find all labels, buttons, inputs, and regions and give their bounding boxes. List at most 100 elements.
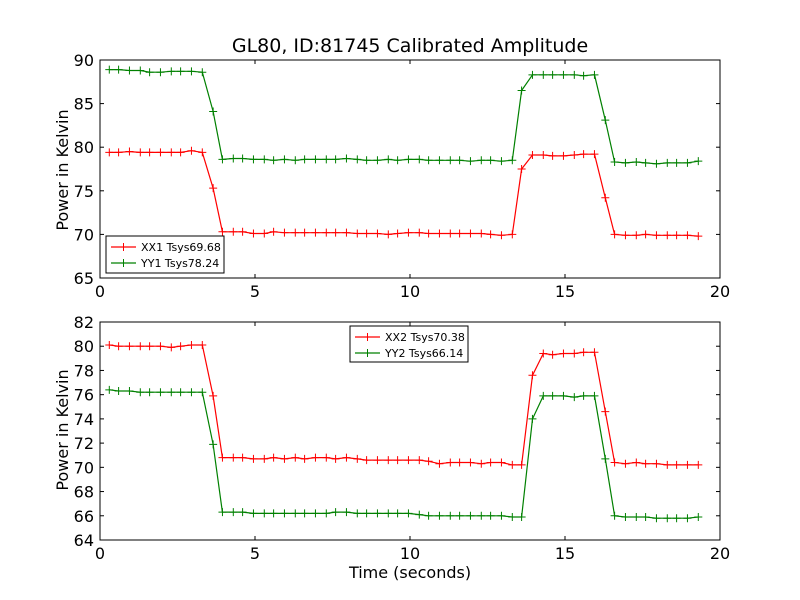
plot2-series-1-point: [105, 341, 114, 350]
plot2-series-1-point: [446, 458, 455, 467]
plot2-series-2-point: [362, 509, 371, 518]
plot1-series-1-point: [497, 231, 506, 240]
plot2-legend-marker-1: [363, 333, 372, 341]
plot2-series-2-point: [672, 514, 681, 523]
plot1-series-1-point: [145, 148, 154, 157]
plot2-series-2-point: [269, 509, 278, 518]
plot1-series-2-point: [621, 158, 630, 167]
plot1-series-1-point: [508, 230, 517, 239]
plot1-series-2-point: [373, 156, 382, 165]
plot1-series-1-point: [466, 229, 475, 238]
plot2-series-1-point: [486, 458, 495, 467]
plot2-series-1-point: [559, 349, 568, 358]
plot1-series-2-point: [424, 156, 433, 165]
plot2-series-1-point: [517, 460, 526, 469]
plot1-series-2-point: [136, 66, 145, 75]
plot2-series-1-point: [198, 341, 207, 350]
plot1-series-1-point: [311, 228, 320, 237]
plot1-series-2-point: [497, 157, 506, 166]
plot1-series-1-point: [683, 231, 692, 240]
plot1-series-2-point: [663, 158, 672, 167]
plot2-series-2-point: [559, 391, 568, 400]
plot1-series-2-point: [167, 67, 176, 76]
plot2-series-2-point: [424, 511, 433, 520]
plot2-series-1-point: [683, 460, 692, 469]
plot1-series-1-point: [621, 231, 630, 240]
plot1-series-1-point: [570, 151, 579, 160]
plot2-series-1-point: [610, 458, 619, 467]
bottom-plot: 0 5 10 15 20 64 66 68 70 72 74 76 78 80 82 XX2 Tsys70.3…: [74, 313, 731, 563]
plot2-series-2-point: [311, 509, 320, 518]
plot2-series-1-point: [590, 348, 599, 357]
plot2-series-1-point: [528, 371, 537, 380]
plot2-series-2-point: [156, 388, 165, 397]
plot1-x-tick-label: 15: [555, 282, 575, 301]
plot1-series-1-point: [610, 230, 619, 239]
plot1-series-2-point: [641, 158, 650, 167]
plot2-series-2-point: [176, 388, 185, 397]
plot1-series-2-point: [435, 156, 444, 165]
plot2-series-2-point: [145, 388, 154, 397]
plot2-series-2-point: [331, 508, 340, 517]
plot1-series-1-point: [209, 184, 218, 193]
plot2-series-1-line: [109, 344, 699, 466]
plot1-series-1-point: [528, 151, 537, 160]
plot1-series-1-point: [590, 150, 599, 159]
plot2-series-2-point: [455, 511, 464, 520]
plot1-series-2-point: [415, 155, 424, 164]
plot1-series-1-point: [269, 227, 278, 236]
plot1-series-1-point: [579, 150, 588, 159]
plot2-x-tick-label: 15: [555, 544, 575, 563]
plot1-series-1-point: [229, 227, 238, 236]
plot2-series-2-point: [187, 388, 196, 397]
plot1-series-2-point: [145, 68, 154, 77]
plot1-y-tick-label: 80: [74, 138, 94, 157]
plot2-series-2-point: [322, 509, 331, 518]
plot1-series-1-point: [435, 229, 444, 238]
plot2-series-1-point: [322, 453, 331, 462]
plot2-series-1-point: [353, 454, 362, 463]
top-y-axis-label: Power in Kelvin: [53, 109, 72, 230]
plot2-series-1-point: [362, 456, 371, 465]
plot2-series-1-point: [125, 342, 134, 351]
plot2-series-2-point: [373, 509, 382, 518]
plot1-series-1-point: [260, 229, 269, 238]
plot2-legend-label-1: XX2 Tsys70.38: [385, 331, 465, 344]
plot2-y-tick-label: 64: [74, 531, 94, 550]
plot2-series-2-point: [477, 511, 486, 520]
plot2-series-2-point: [218, 508, 227, 517]
plot2-series-1-point: [579, 348, 588, 357]
plot1-series-1-point: [652, 231, 661, 240]
plot1-series-1-point: [632, 231, 641, 240]
plot1-series-1-point: [446, 229, 455, 238]
plot1-series-2-point: [539, 70, 548, 79]
plot1-series-2-point: [291, 156, 300, 165]
plot2-series-2-point: [167, 388, 176, 397]
plot1-y-tick-label: 65: [74, 269, 94, 288]
plot2-series-2-point: [260, 509, 269, 518]
plot1-series-2-point: [218, 155, 227, 164]
plot2-series-1-point: [311, 453, 320, 462]
plot1-series-1-point: [548, 151, 557, 160]
plot1-series-2-point: [486, 156, 495, 165]
plot1-legend-marker-2: [119, 259, 128, 267]
plot1-y-tick-label: 90: [74, 51, 94, 70]
plot2-legend: XX2 Tsys70.38 YY2 Tsys66.14: [349, 325, 469, 363]
x-axis-label: Time (seconds): [348, 563, 471, 582]
plot2-series-1-point: [114, 342, 123, 351]
plot1-series-1-point: [218, 227, 227, 236]
plot2-series-1-point: [218, 453, 227, 462]
plot2-series-1-point: [269, 453, 278, 462]
plot1-series-2-point: [601, 116, 610, 125]
plot1-series-1-point: [663, 231, 672, 240]
plot2-series-2-point: [249, 509, 258, 518]
plot1-series-1-point: [249, 229, 258, 238]
plot1-series-1-point: [176, 148, 185, 157]
plot2-series-2-point: [280, 509, 289, 518]
plot2-series-1-point: [260, 454, 269, 463]
plot1-series-1-point: [353, 229, 362, 238]
plot1-series-1-point: [114, 148, 123, 157]
plot1-series-1-point: [601, 193, 610, 202]
plot1-series-2-point: [300, 155, 309, 164]
bottom-y-axis-label: Power in Kelvin: [53, 369, 72, 490]
